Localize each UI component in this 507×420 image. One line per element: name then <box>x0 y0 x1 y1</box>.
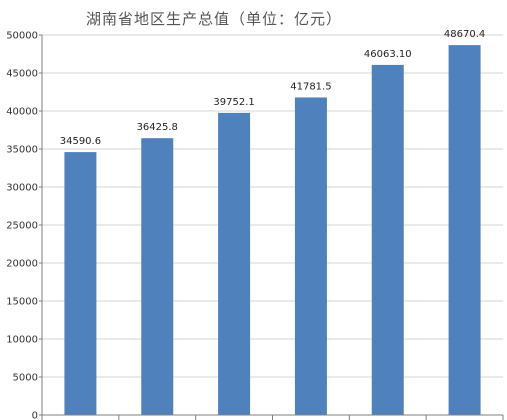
bar <box>141 138 174 415</box>
bar-data-label: 48670.4 <box>444 29 485 40</box>
bar <box>218 112 251 416</box>
bar-data-label: 34590.6 <box>60 136 101 147</box>
axes <box>39 34 504 420</box>
y-tick-label: 5000 <box>13 373 38 384</box>
y-tick-label: 35000 <box>6 145 38 156</box>
bar-data-label: 41781.5 <box>290 81 331 92</box>
y-tick-label: 40000 <box>6 107 38 118</box>
y-tick-label: 30000 <box>6 183 38 194</box>
bar <box>64 152 97 415</box>
y-tick-label: 20000 <box>6 259 38 270</box>
gridlines <box>42 34 503 378</box>
y-axis-tick-labels: 0 5000 10000 15000 20000 25000 30000 35000 40000… <box>6 31 38 420</box>
y-tick-label: 0 <box>32 411 38 420</box>
bar-data-label: 36425.8 <box>137 122 178 133</box>
bar <box>448 45 481 416</box>
y-tick-label: 10000 <box>6 335 38 346</box>
bar <box>294 97 327 415</box>
y-tick-label: 50000 <box>6 31 38 42</box>
bar-data-label: 46063.10 <box>364 49 412 60</box>
chart-title: 湖南省地区生产总值（单位：亿元） <box>86 10 342 28</box>
y-tick-label: 15000 <box>6 297 38 308</box>
bars <box>64 45 481 416</box>
bar-data-label: 39752.1 <box>213 97 254 108</box>
data-labels: 34590.6 36425.8 39752.1 41781.5 46063.10 4867… <box>60 29 486 147</box>
y-tick-label: 45000 <box>6 69 38 80</box>
y-tick-label: 25000 <box>6 221 38 232</box>
bar <box>371 64 404 415</box>
